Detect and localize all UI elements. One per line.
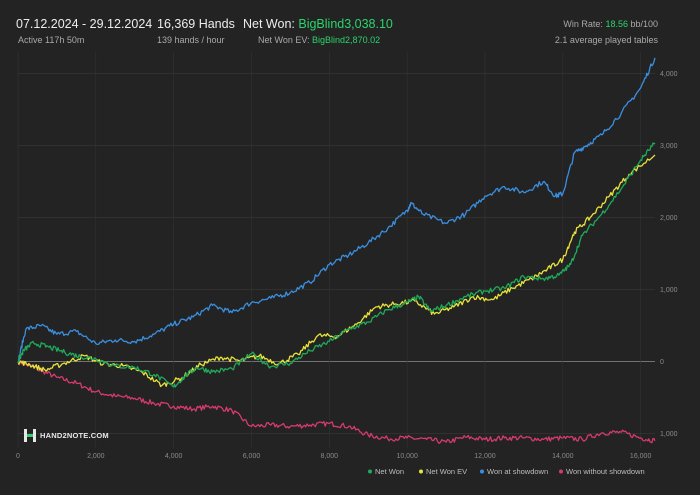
- logo-text: HAND2NOTE.COM: [40, 431, 109, 440]
- x-tick-label: 4,000: [165, 453, 183, 460]
- x-tick-label: 2,000: [87, 453, 105, 460]
- stats-header: 07.12.2024 - 29.12.2024 Active 117h 50m …: [0, 0, 700, 52]
- x-tick-label: 16,000: [630, 453, 652, 460]
- legend-label: Net Won: [375, 467, 404, 476]
- x-tick-label: 8,000: [321, 453, 339, 460]
- average-tables: 2.1 average played tables: [554, 35, 658, 45]
- net-won-ev: Net Won EV: BigBlind2,870.02: [258, 35, 380, 45]
- legend-label: Net Won EV: [426, 467, 467, 476]
- series-line-won_at_showdown: [17, 57, 656, 363]
- net-won: Net Won: BigBlind3,038.10: [243, 17, 393, 31]
- hands-per-hour: 139 hands / hour: [157, 35, 225, 45]
- legend-marker-net_won: [368, 469, 372, 474]
- legend-marker-won_at_showdown: [480, 469, 484, 474]
- y-tick-label: 4,000: [660, 71, 678, 78]
- net-won-ev-label: Net Won EV:: [258, 35, 313, 45]
- date-range: 07.12.2024 - 29.12.2024: [16, 17, 153, 31]
- x-tick-label: 0: [16, 453, 20, 460]
- series-line-won_without_showdown: [17, 359, 656, 444]
- x-tick-label: 6,000: [243, 453, 261, 460]
- legend-marker-won_without_showdown: [559, 469, 563, 474]
- legend-label: Won without showdown: [566, 467, 645, 476]
- x-tick-label: 14,000: [552, 453, 574, 460]
- net-won-ev-value: BigBlind2,870.02: [312, 35, 381, 45]
- hands-count: 16,369 Hands: [157, 17, 235, 31]
- y-tick-label: 0: [660, 359, 664, 366]
- legend-label: Won at showdown: [487, 467, 548, 476]
- series-line-net_won_ev: [17, 154, 656, 388]
- x-tick-label: 12,000: [474, 453, 496, 460]
- win-rate-label: Win Rate:: [563, 19, 606, 29]
- active-time: Active 117h 50m: [18, 35, 85, 45]
- legend-marker-net_won_ev: [419, 469, 423, 474]
- hand2note-logo: HAND2NOTE.COM: [24, 429, 109, 442]
- y-tick-label: 1,000: [660, 287, 678, 294]
- y-tick-label: 3,000: [660, 143, 678, 150]
- y-tick-label: 2,000: [660, 215, 678, 222]
- win-rate-unit: bb/100: [627, 19, 658, 29]
- x-tick-label: 10,000: [396, 453, 418, 460]
- win-rate: Win Rate: 18.56 bb/100: [563, 19, 658, 29]
- y-tick-label: 1,000: [660, 431, 678, 438]
- net-won-value: BigBlind3,038.10: [298, 17, 393, 31]
- series-line-net_won: [17, 142, 656, 388]
- h-logo-icon: [24, 429, 36, 442]
- net-won-label: Net Won:: [243, 17, 299, 31]
- win-rate-value: 18.56: [605, 19, 628, 29]
